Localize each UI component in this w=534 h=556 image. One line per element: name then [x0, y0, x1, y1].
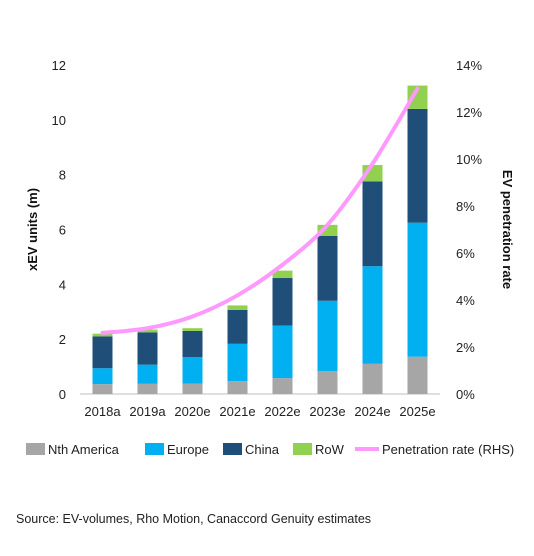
- bar-segment-europe: [92, 368, 113, 385]
- bar-segment-row: [137, 329, 158, 333]
- right-tick-label: 4%: [456, 293, 475, 308]
- left-tick-label: 12: [52, 58, 66, 73]
- left-tick-label: 2: [59, 332, 66, 347]
- bar-segment-europe: [182, 356, 203, 384]
- source-note: Source: EV-volumes, Rho Motion, Canaccor…: [16, 512, 372, 526]
- x-tick-label: 2019a: [129, 404, 166, 419]
- bar-segment-row: [407, 85, 428, 109]
- legend-label-europe: Europe: [167, 442, 209, 457]
- right-axis-ticks: 0% 2% 4% 6% 8% 10% 12% 14%: [456, 58, 482, 402]
- legend-swatch-china: [223, 443, 242, 455]
- bar-segment-china: [407, 108, 428, 223]
- bar-segment-nth-america: [92, 384, 113, 394]
- bar-segment-china: [362, 181, 383, 267]
- bar-segment-china: [182, 330, 203, 357]
- penetration-rate-line: [100, 86, 420, 335]
- right-tick-label: 2%: [456, 340, 475, 355]
- bar-segment-europe: [137, 364, 158, 384]
- left-tick-label: 6: [59, 223, 66, 238]
- x-tick-label: 2022e: [264, 404, 300, 419]
- bar-segment-europe: [407, 222, 428, 357]
- legend-swatch-row: [293, 443, 312, 455]
- bar-segment-row: [92, 333, 113, 337]
- left-tick-label: 10: [52, 113, 66, 128]
- penetration-line-layer: [100, 86, 420, 335]
- bar-stack-group: [92, 85, 428, 394]
- bar-segment-row: [317, 224, 338, 236]
- bar-segment-nth-america: [362, 363, 383, 394]
- bar-segment-europe: [227, 343, 248, 382]
- legend-label-china: China: [245, 442, 280, 457]
- bar-segment-china: [92, 336, 113, 369]
- right-tick-label: 10%: [456, 152, 482, 167]
- legend-label-row: RoW: [315, 442, 345, 457]
- bar-segment-row: [182, 328, 203, 331]
- legend-swatch-nth-america: [26, 443, 45, 455]
- right-tick-label: 0%: [456, 387, 475, 402]
- bar-segment-china: [272, 278, 293, 326]
- right-tick-label: 14%: [456, 58, 482, 73]
- x-axis-ticks: 2018a 2019a 2020e 2021e 2022e 2023e 2024e 2025e: [84, 404, 435, 419]
- bar-segment-nth-america: [407, 356, 428, 394]
- x-tick-label: 2020e: [174, 404, 210, 419]
- right-tick-label: 12%: [456, 105, 482, 120]
- legend-label-nth-america: Nth America: [48, 442, 120, 457]
- left-tick-label: 0: [59, 387, 66, 402]
- x-tick-label: 2023e: [309, 404, 345, 419]
- legend: Nth America Europe China RoW Penetration rat…: [26, 442, 514, 457]
- right-tick-label: 8%: [456, 199, 475, 214]
- left-axis-title: xEV units (m): [25, 188, 40, 271]
- bar-segment-europe: [317, 300, 338, 371]
- bar-segment-nth-america: [317, 370, 338, 394]
- bar-segment-china: [317, 235, 338, 301]
- left-axis-ticks: 0 2 4 6 8 10 12: [52, 58, 66, 402]
- left-tick-label: 8: [59, 168, 66, 183]
- x-tick-label: 2018a: [84, 404, 121, 419]
- bar-segment-nth-america: [272, 378, 293, 394]
- bar-segment-europe: [362, 266, 383, 364]
- legend-label-penetration-rate: Penetration rate (RHS): [382, 442, 514, 457]
- ev-stacked-bar-chart: 0 2 4 6 8 10 12 0% 2% 4% 6% 8% 10% 12% 14% xEV units …: [25, 58, 515, 457]
- bar-segment-row: [227, 305, 248, 310]
- x-tick-label: 2025e: [399, 404, 435, 419]
- bar-segment-row: [272, 270, 293, 279]
- bar-segment-nth-america: [227, 381, 248, 394]
- right-axis-title: EV penetration rate: [500, 170, 515, 289]
- legend-swatch-europe: [145, 443, 164, 455]
- bar-segment-nth-america: [137, 383, 158, 394]
- bar-segment-china: [137, 332, 158, 365]
- right-tick-label: 6%: [456, 246, 475, 261]
- bar-segment-nth-america: [182, 383, 203, 394]
- x-tick-label: 2021e: [219, 404, 255, 419]
- x-tick-label: 2024e: [354, 404, 390, 419]
- bar-segment-china: [227, 309, 248, 344]
- left-tick-label: 4: [59, 277, 66, 292]
- bar-segment-europe: [272, 325, 293, 379]
